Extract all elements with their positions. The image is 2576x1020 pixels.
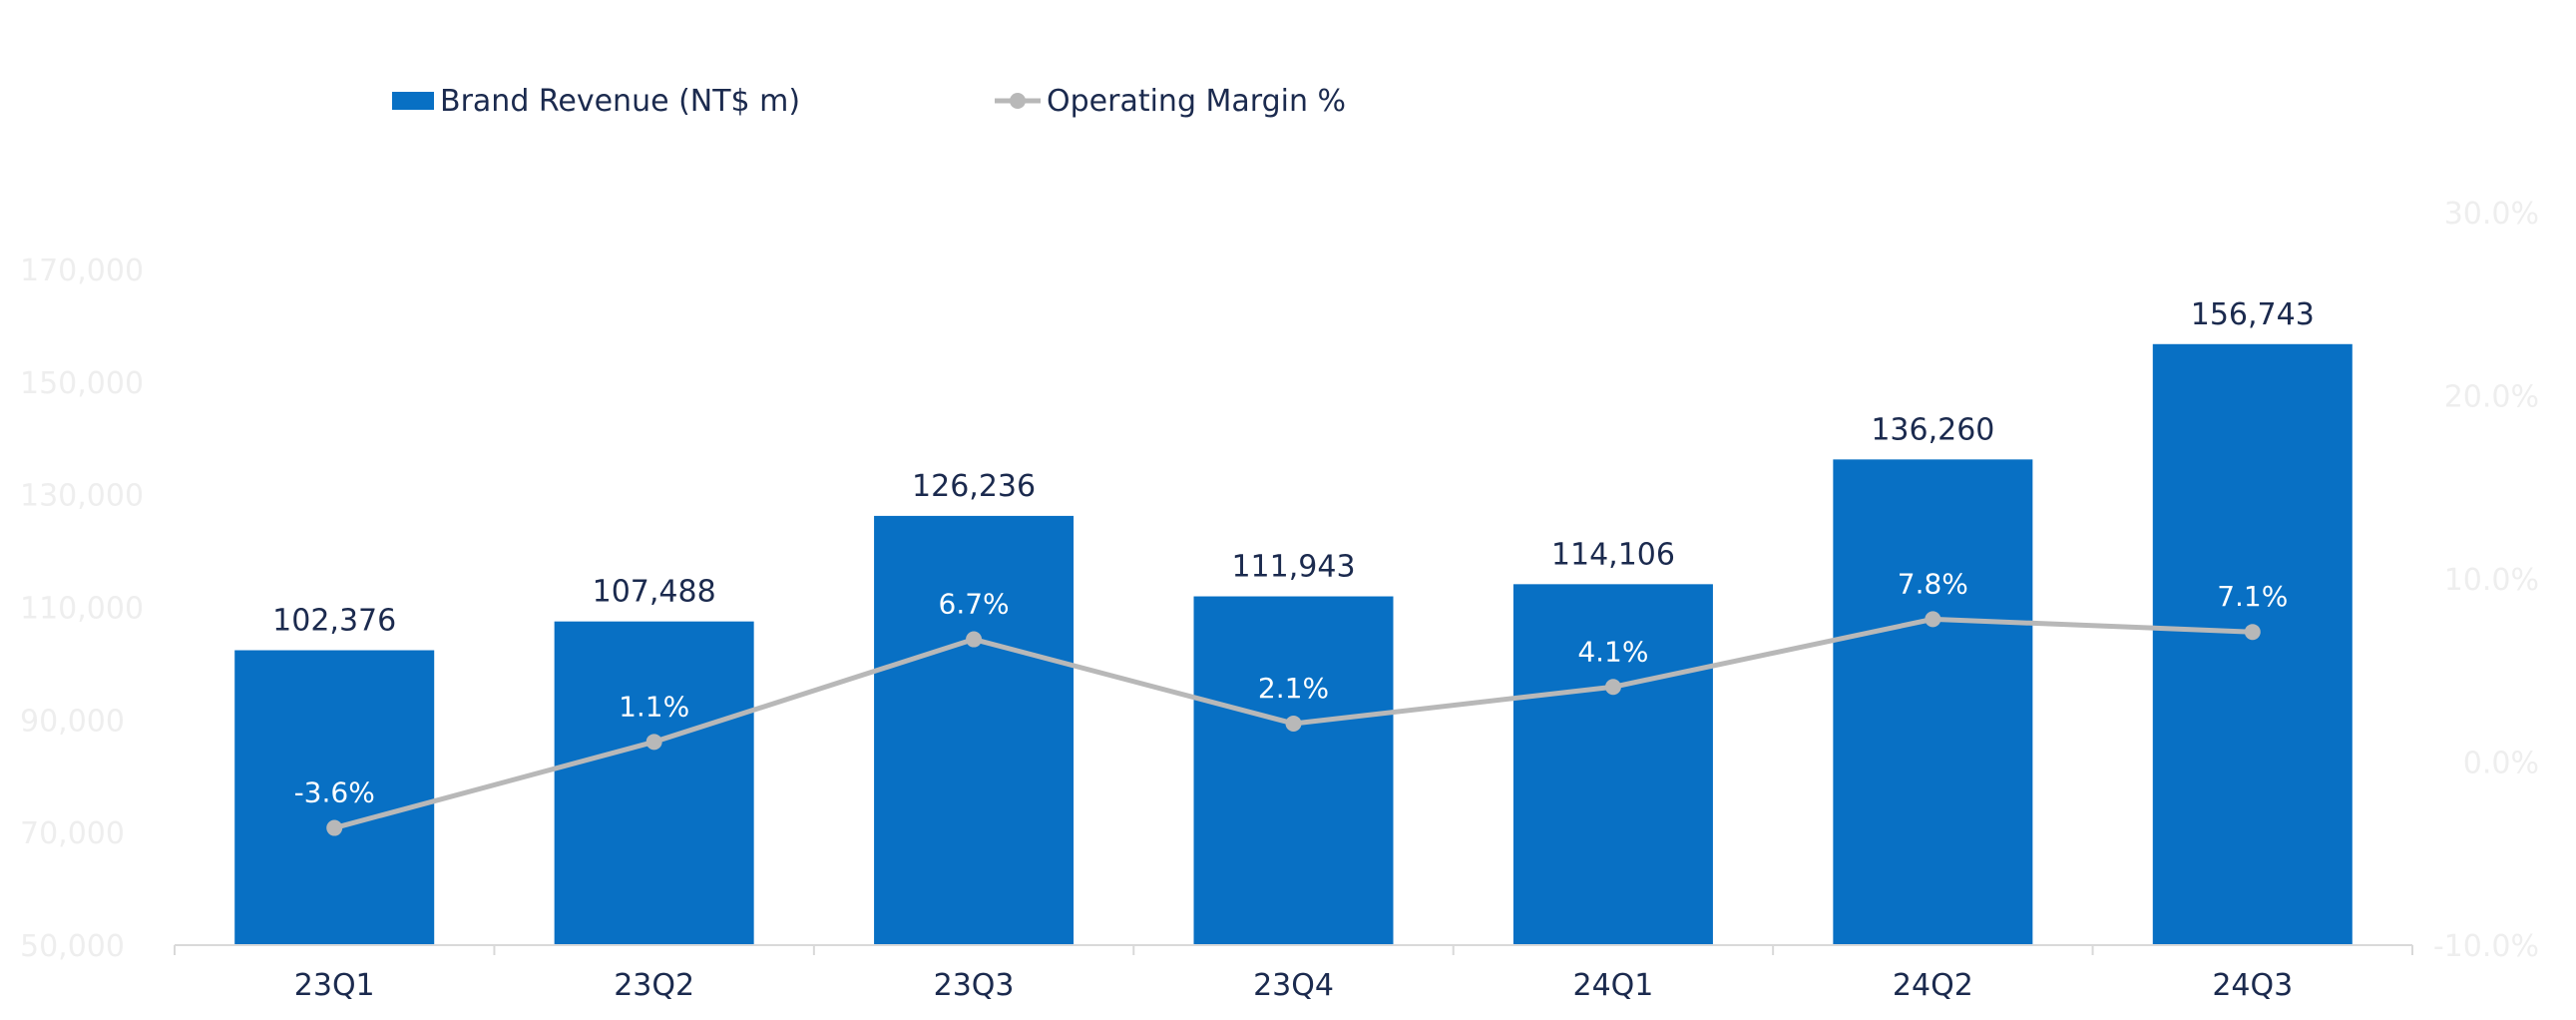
revenue-data-label: 136,260	[1871, 412, 1994, 447]
revenue-bar	[1833, 459, 2033, 945]
right-axis-tick-label: 10.0%	[2444, 563, 2539, 598]
legend-bar-swatch	[392, 92, 434, 110]
revenue-bar	[234, 650, 435, 945]
margin-point	[2244, 624, 2261, 641]
margin-data-label: -3.6%	[294, 776, 375, 809]
legend: Brand Revenue (NT$ m) Operating Margin %	[392, 84, 1346, 119]
margin-data-label: 2.1%	[1258, 672, 1329, 705]
legend-bar-label: Brand Revenue (NT$ m)	[440, 84, 800, 119]
margin-point	[1604, 679, 1621, 696]
left-axis-tick-label: 90,000	[20, 704, 125, 739]
revenue-data-label: 107,488	[593, 575, 716, 610]
revenue-bar	[2152, 343, 2353, 945]
right-axis: -10.0% 0.0% 10.0% 20.0% 30.0%	[2433, 197, 2539, 964]
margin-point	[966, 631, 983, 648]
left-axis-tick-label: 130,000	[20, 479, 144, 514]
x-axis-tick-label: 23Q4	[1253, 968, 1334, 1003]
revenue-data-label: 126,236	[912, 469, 1036, 504]
margin-point	[1925, 611, 1941, 628]
revenue-bar	[554, 621, 754, 945]
x-axis: 23Q1 23Q2 23Q3 23Q4 24Q1 24Q2 24Q3	[174, 944, 2413, 1003]
left-axis-tick-label: 150,000	[20, 366, 144, 401]
left-axis-tick-label: 50,000	[20, 929, 125, 964]
x-axis-tick-label: 24Q2	[1893, 968, 1973, 1003]
revenue-data-label: 156,743	[2191, 297, 2315, 332]
right-axis-tick-label: -10.0%	[2433, 929, 2539, 964]
revenue-data-label: 102,376	[272, 604, 396, 639]
margin-data-label: 6.7%	[939, 588, 1010, 621]
legend-line-marker	[1010, 93, 1026, 109]
margin-point	[1285, 715, 1302, 732]
margin-point	[645, 734, 662, 751]
left-axis: 50,000 70,000 90,000 110,000 130,000 150,000 1…	[20, 254, 144, 964]
x-axis-tick-label: 23Q3	[934, 968, 1015, 1003]
margin-data-label: 7.8%	[1898, 567, 1968, 600]
margin-line-series	[326, 611, 2261, 836]
x-axis-tick-label: 23Q1	[294, 968, 375, 1003]
revenue-bar	[1193, 596, 1394, 945]
bars	[234, 343, 2353, 945]
revenue-data-label: 114,106	[1551, 537, 1675, 572]
margin-labels: -3.6% 1.1% 6.7% 2.1% 4.1% 7.8% 7.1%	[294, 567, 2289, 808]
x-axis-tick-label: 24Q1	[1572, 968, 1653, 1003]
margin-point	[326, 819, 343, 836]
left-axis-tick-label: 70,000	[20, 816, 125, 851]
revenue-bar	[1512, 584, 1713, 945]
right-axis-tick-label: 0.0%	[2463, 747, 2539, 781]
right-axis-tick-label: 20.0%	[2444, 380, 2539, 415]
x-axis-tick-label: 23Q2	[614, 968, 694, 1003]
revenue-data-label: 111,943	[1231, 550, 1355, 585]
margin-data-label: 1.1%	[619, 690, 689, 723]
legend-line-label: Operating Margin %	[1047, 84, 1346, 119]
revenue-bar	[874, 515, 1074, 945]
bar-labels: 102,376 107,488 126,236 111,943 114,106 136,2…	[272, 297, 2315, 639]
left-axis-tick-label: 170,000	[20, 254, 144, 288]
margin-data-label: 4.1%	[1577, 635, 1648, 668]
x-axis-tick-label: 24Q3	[2212, 968, 2293, 1003]
right-axis-tick-label: 30.0%	[2444, 197, 2539, 232]
left-axis-tick-label: 110,000	[20, 592, 144, 627]
margin-data-label: 7.1%	[2217, 580, 2288, 613]
